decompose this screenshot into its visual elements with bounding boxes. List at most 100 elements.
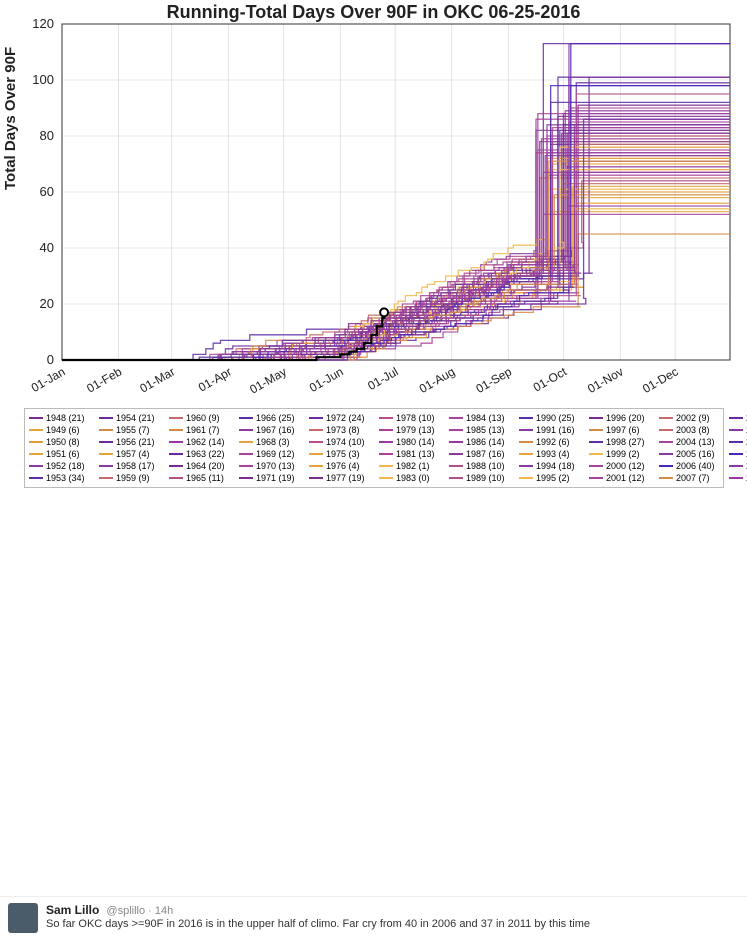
legend-swatch xyxy=(449,417,463,419)
legend-label: 1973 (8) xyxy=(326,424,360,436)
chart-title: Running-Total Days Over 90F in OKC 06-25… xyxy=(0,2,747,23)
legend-item: 1965 (11) xyxy=(169,472,236,484)
legend-label: 1995 (2) xyxy=(536,472,570,484)
svg-text:80: 80 xyxy=(40,128,54,143)
legend-label: 1979 (13) xyxy=(396,424,435,436)
legend-label: 1989 (10) xyxy=(466,472,505,484)
legend-label: 1957 (4) xyxy=(116,448,150,460)
legend-label: 1982 (1) xyxy=(396,460,430,472)
author-name: Sam Lillo xyxy=(46,903,99,917)
legend-swatch xyxy=(729,477,743,479)
legend-swatch xyxy=(99,477,113,479)
legend-label: 1997 (6) xyxy=(606,424,640,436)
legend-label: 1975 (3) xyxy=(326,448,360,460)
legend-swatch xyxy=(99,417,113,419)
legend-label: 1963 (22) xyxy=(186,448,225,460)
legend-item: 1998 (27) xyxy=(589,436,656,448)
legend-label: 1960 (9) xyxy=(186,412,220,424)
legend-swatch xyxy=(29,417,43,419)
legend-item: 2004 (13) xyxy=(659,436,726,448)
legend-swatch xyxy=(729,417,743,419)
legend-item: 1988 (10) xyxy=(449,460,516,472)
legend-label: 1983 (0) xyxy=(396,472,430,484)
tweet-body: Sam Lillo @splillo · 14h So far OKC days… xyxy=(46,903,590,930)
legend-label: 1972 (24) xyxy=(326,412,365,424)
legend-label: 1985 (13) xyxy=(466,424,505,436)
legend-item: 1985 (13) xyxy=(449,424,516,436)
legend-label: 2004 (13) xyxy=(676,436,715,448)
legend-item: 1952 (18) xyxy=(29,460,96,472)
legend-item: 1992 (6) xyxy=(519,436,586,448)
legend-swatch xyxy=(169,429,183,431)
legend-item: 1950 (8) xyxy=(29,436,96,448)
svg-text:01-Aug: 01-Aug xyxy=(417,364,458,395)
legend-item: 1972 (24) xyxy=(309,412,376,424)
legend-swatch xyxy=(379,465,393,467)
legend-item: 1960 (9) xyxy=(169,412,236,424)
legend-item: 2008 (24) xyxy=(729,412,747,424)
legend-label: 1974 (10) xyxy=(326,436,365,448)
legend-swatch xyxy=(169,441,183,443)
legend-label: 1967 (16) xyxy=(256,424,295,436)
legend-label: 1994 (18) xyxy=(536,460,575,472)
legend-label: 1990 (25) xyxy=(536,412,575,424)
legend-item: 1999 (2) xyxy=(589,448,656,460)
legend-swatch xyxy=(659,417,673,419)
legend-label: 1950 (8) xyxy=(46,436,80,448)
legend-swatch xyxy=(99,465,113,467)
legend-item: 2011 (37) xyxy=(729,448,747,460)
legend-swatch xyxy=(659,453,673,455)
legend-swatch xyxy=(589,429,603,431)
legend-label: 1971 (19) xyxy=(256,472,295,484)
legend-label: 1954 (21) xyxy=(116,412,155,424)
legend-swatch xyxy=(239,477,253,479)
legend-item: 1963 (22) xyxy=(169,448,236,460)
legend-item: 1997 (6) xyxy=(589,424,656,436)
legend-label: 1980 (14) xyxy=(396,436,435,448)
legend-box: 1948 (21)1949 (6)1950 (8)1951 (6)1952 (1… xyxy=(24,408,724,488)
legend-item: 1948 (21) xyxy=(29,412,96,424)
legend-swatch xyxy=(659,465,673,467)
legend-item: 1969 (12) xyxy=(239,448,306,460)
legend-swatch xyxy=(239,417,253,419)
legend-item: 1984 (13) xyxy=(449,412,516,424)
svg-text:01-Jan: 01-Jan xyxy=(29,364,68,394)
legend-swatch xyxy=(659,441,673,443)
svg-text:01-Mar: 01-Mar xyxy=(137,364,177,395)
legend-item: 1958 (17) xyxy=(99,460,166,472)
legend-item: 1949 (6) xyxy=(29,424,96,436)
legend-swatch xyxy=(29,441,43,443)
y-axis-label: Total Days Over 90F xyxy=(2,47,19,190)
legend-label: 1953 (34) xyxy=(46,472,85,484)
legend-item: 1974 (10) xyxy=(309,436,376,448)
legend-item: 1979 (13) xyxy=(379,424,446,436)
legend-swatch xyxy=(309,417,323,419)
legend-label: 2000 (12) xyxy=(606,460,645,472)
svg-text:01-Dec: 01-Dec xyxy=(640,364,681,395)
legend-label: 1949 (6) xyxy=(46,424,80,436)
svg-text:60: 60 xyxy=(40,184,54,199)
legend-item: 1990 (25) xyxy=(519,412,586,424)
legend-label: 2007 (7) xyxy=(676,472,710,484)
legend-label: 1976 (4) xyxy=(326,460,360,472)
legend-swatch xyxy=(99,453,113,455)
legend-swatch xyxy=(519,453,533,455)
svg-text:01-Oct: 01-Oct xyxy=(531,364,570,394)
legend-swatch xyxy=(309,477,323,479)
legend-item: 1996 (20) xyxy=(589,412,656,424)
legend-item: 2012 (16) xyxy=(729,460,747,472)
svg-text:01-Feb: 01-Feb xyxy=(84,364,124,395)
legend-label: 1977 (19) xyxy=(326,472,365,484)
legend-swatch xyxy=(449,441,463,443)
legend-swatch xyxy=(29,465,43,467)
legend-label: 1991 (16) xyxy=(536,424,575,436)
legend-item: 2000 (12) xyxy=(589,460,656,472)
legend-swatch xyxy=(239,441,253,443)
legend-item: 2003 (8) xyxy=(659,424,726,436)
legend-swatch xyxy=(729,453,743,455)
svg-text:01-Jun: 01-Jun xyxy=(307,364,346,394)
legend-swatch xyxy=(379,441,393,443)
legend-swatch xyxy=(589,465,603,467)
legend-label: 1966 (25) xyxy=(256,412,295,424)
legend-swatch xyxy=(519,465,533,467)
